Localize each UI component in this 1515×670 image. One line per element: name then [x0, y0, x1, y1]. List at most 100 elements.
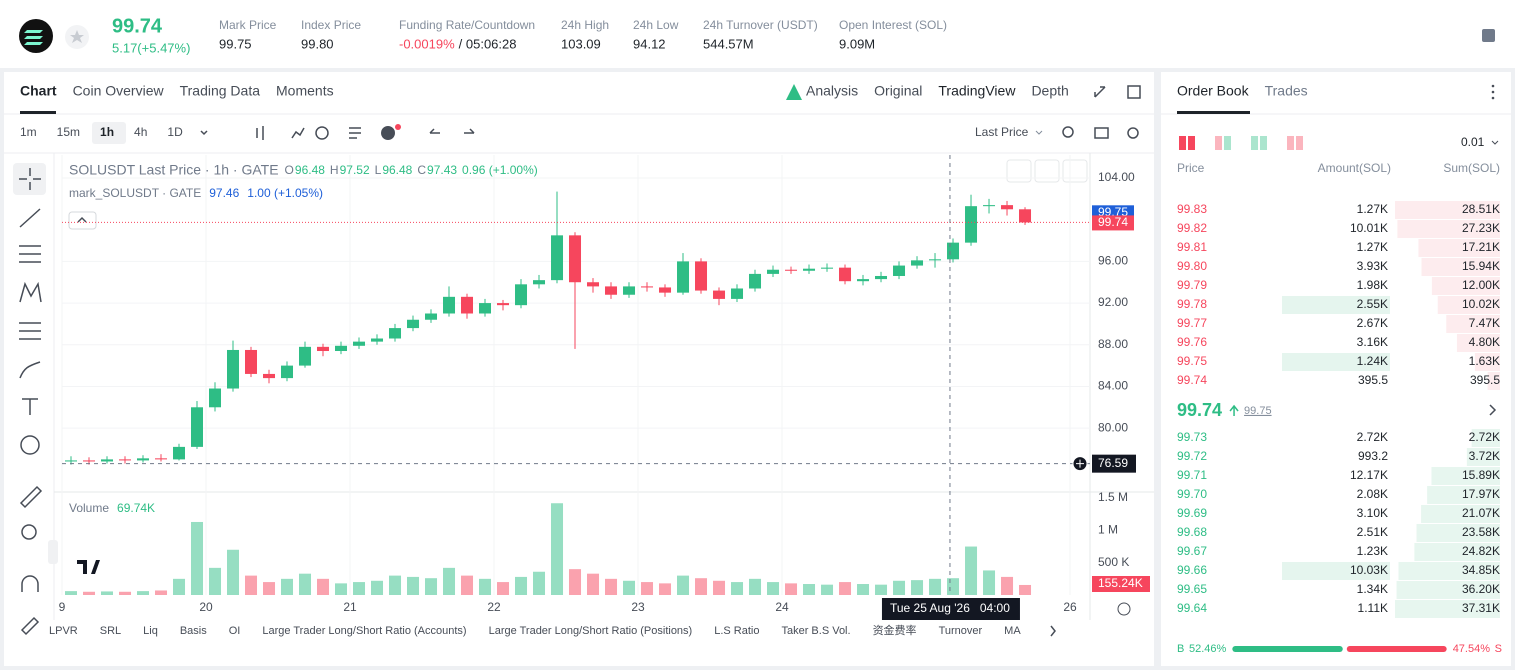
- tool-pen[interactable]: [20, 616, 40, 636]
- notify-dot: [395, 124, 401, 130]
- ob-price[interactable]: 99.71: [1177, 468, 1207, 482]
- volume-bar: [623, 580, 636, 595]
- ob-tab[interactable]: Trades: [1265, 83, 1308, 99]
- collapse-handle[interactable]: [48, 540, 58, 564]
- ob-price[interactable]: 99.74: [1177, 373, 1207, 387]
- ob-price[interactable]: 99.67: [1177, 544, 1207, 558]
- search-icon[interactable]: [1062, 126, 1074, 138]
- window-icon[interactable]: [1127, 85, 1141, 99]
- indicator[interactable]: Large Trader Long/Short Ratio (Positions…: [489, 625, 693, 637]
- indicator[interactable]: Turnover: [939, 625, 983, 637]
- chart-tab[interactable]: Coin Overview: [73, 83, 165, 99]
- camera-icon[interactable]: [1094, 127, 1109, 139]
- tool-zoom[interactable]: [21, 524, 37, 540]
- layout-toggle[interactable]: [1215, 136, 1222, 150]
- indicator[interactable]: Taker B.S Vol.: [781, 625, 850, 637]
- ob-price[interactable]: 99.66: [1177, 563, 1207, 577]
- precision[interactable]: 0.01: [1461, 135, 1485, 149]
- indicator[interactable]: Liq: [143, 625, 158, 637]
- buy-ratio-bar: [1232, 646, 1343, 652]
- toolbar-icon[interactable]: [256, 126, 305, 140]
- layout-toggle[interactable]: [1251, 136, 1258, 150]
- undo-redo[interactable]: [429, 128, 475, 134]
- chart-tab[interactable]: Moments: [276, 83, 334, 99]
- indicator[interactable]: Basis: [180, 625, 207, 637]
- interval[interactable]: 1D: [167, 125, 183, 139]
- expand-icon[interactable]: [1094, 86, 1106, 98]
- volume-bar: [65, 591, 78, 595]
- layout-toggle[interactable]: [1287, 136, 1294, 150]
- view-tab[interactable]: Original: [874, 83, 922, 99]
- ob-price[interactable]: 99.70: [1177, 487, 1207, 501]
- ob-price[interactable]: 99.80: [1177, 259, 1207, 273]
- volume-bar: [119, 591, 132, 595]
- tool-line[interactable]: [19, 208, 41, 228]
- interval[interactable]: 4h: [134, 125, 147, 139]
- volume-bar: [749, 578, 762, 595]
- indicator[interactable]: 资金费率: [873, 623, 917, 637]
- ob-price[interactable]: 99.64: [1177, 601, 1207, 615]
- ob-price[interactable]: 99.75: [1177, 354, 1207, 368]
- candle-body: [317, 346, 330, 352]
- indicator[interactable]: OI: [229, 625, 241, 637]
- toolbar-icon[interactable]: [349, 127, 361, 139]
- ob-price[interactable]: 99.72: [1177, 449, 1207, 463]
- candle-body: [695, 261, 708, 291]
- volume-bar: [101, 591, 114, 595]
- indicator[interactable]: SRL: [100, 625, 121, 637]
- ob-price[interactable]: 99.65: [1177, 582, 1207, 596]
- ob-price[interactable]: 99.83: [1177, 202, 1207, 216]
- reset-icon[interactable]: [1117, 602, 1131, 616]
- view-tab[interactable]: TradingView: [938, 83, 1016, 99]
- layout-toggle[interactable]: [1179, 136, 1186, 150]
- tool-pattern[interactable]: [19, 281, 42, 303]
- interval[interactable]: 15m: [57, 125, 80, 139]
- chart-tab[interactable]: Chart: [20, 83, 57, 99]
- ob-price[interactable]: 99.69: [1177, 506, 1207, 520]
- chart-button[interactable]: [1034, 159, 1060, 183]
- toolbar-icon[interactable]: [315, 126, 329, 140]
- scroll-right[interactable]: [1050, 625, 1056, 637]
- chart-button[interactable]: [1006, 159, 1032, 183]
- ob-amount: 3.10K: [1357, 506, 1388, 520]
- indicator[interactable]: MA: [1004, 625, 1021, 637]
- chart-tab[interactable]: Trading Data: [180, 83, 261, 99]
- tool-magnet[interactable]: [21, 575, 39, 592]
- tool-text[interactable]: [22, 398, 38, 415]
- toolbar-icon[interactable]: [381, 126, 395, 140]
- collapse-legend[interactable]: [68, 211, 97, 230]
- ob-price[interactable]: 99.76: [1177, 335, 1207, 349]
- ob-price[interactable]: 99.77: [1177, 316, 1207, 330]
- interval[interactable]: 1h: [100, 125, 114, 139]
- ob-sum: 24.82K: [1462, 544, 1500, 558]
- indicator[interactable]: L.S Ratio: [714, 625, 759, 637]
- ob-price[interactable]: 99.68: [1177, 525, 1207, 539]
- tool-channel[interactable]: [19, 245, 41, 263]
- ob-price[interactable]: 99.82: [1177, 221, 1207, 235]
- ob-price[interactable]: 99.81: [1177, 240, 1207, 254]
- tool-emoji[interactable]: [20, 435, 40, 455]
- plus: [1076, 459, 1084, 468]
- ob-tab[interactable]: Order Book: [1177, 83, 1250, 99]
- indicator[interactable]: Large Trader Long/Short Ratio (Accounts): [262, 625, 466, 637]
- tool-crosshair[interactable]: [13, 163, 46, 195]
- chart-button[interactable]: [1062, 159, 1088, 183]
- settings-icon[interactable]: [1127, 127, 1139, 139]
- tool-brush[interactable]: [19, 361, 41, 379]
- indicator[interactable]: LPVR: [49, 625, 78, 637]
- tool-fib[interactable]: [19, 322, 41, 340]
- view-tab[interactable]: Analysis: [806, 83, 858, 99]
- x-tick-label: 26: [1063, 600, 1077, 614]
- candle-body: [245, 349, 258, 374]
- tool-ruler[interactable]: [19, 485, 43, 509]
- header-icon[interactable]: [1482, 29, 1495, 42]
- ob-more[interactable]: [1489, 404, 1497, 416]
- ob-price[interactable]: 99.73: [1177, 430, 1207, 444]
- ob-amount: 10.03K: [1350, 563, 1388, 577]
- ob-price[interactable]: 99.78: [1177, 297, 1207, 311]
- interval[interactable]: 1m: [20, 125, 37, 139]
- dropdown[interactable]: [200, 130, 208, 136]
- view-tab[interactable]: Depth: [1031, 83, 1068, 99]
- price-type[interactable]: Last Price: [975, 125, 1029, 139]
- ob-price[interactable]: 99.79: [1177, 278, 1207, 292]
